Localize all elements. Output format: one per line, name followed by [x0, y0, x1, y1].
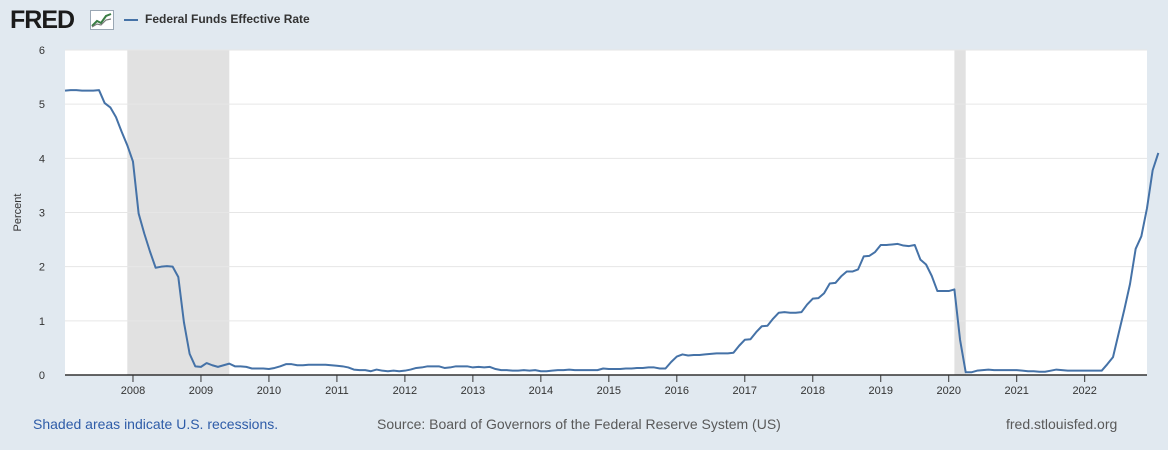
x-tick-label: 2019 [869, 385, 893, 397]
chart-line-icon [90, 10, 114, 30]
footer: Shaded areas indicate U.S. recessions. S… [0, 416, 1168, 436]
legend-series-label: Federal Funds Effective Rate [145, 12, 310, 26]
y-tick-label: 3 [39, 208, 45, 220]
fred-logo[interactable]: FRED [10, 6, 75, 34]
x-tick-label: 2010 [257, 385, 281, 397]
x-tick-label: 2016 [665, 385, 689, 397]
legend-line-marker [124, 19, 138, 21]
source-note: Source: Board of Governors of the Federa… [377, 416, 781, 432]
y-tick-label: 4 [39, 153, 45, 165]
recession-note-link[interactable]: Shaded areas indicate U.S. recessions. [33, 416, 279, 432]
y-tick-label: 5 [39, 99, 45, 111]
y-axis-label: Percent [12, 194, 24, 232]
x-tick-label: 2009 [189, 385, 213, 397]
line-chart[interactable]: 0 1 2 3 4 5 6 2008 2009 2010 2011 2012 2013 2014 2015… [0, 0, 1168, 410]
x-axis-ticks: 2008 2009 2010 2011 2012 2013 2014 2015 2016 2017… [121, 375, 1097, 397]
x-tick-label: 2015 [597, 385, 621, 397]
x-tick-label: 2017 [733, 385, 757, 397]
x-tick-label: 2022 [1072, 385, 1096, 397]
x-tick-label: 2008 [121, 385, 145, 397]
x-tick-label: 2021 [1004, 385, 1028, 397]
gridlines [65, 49, 1147, 322]
x-tick-label: 2013 [461, 385, 485, 397]
y-tick-label: 1 [39, 316, 45, 328]
x-tick-label: 2012 [393, 385, 417, 397]
y-tick-label: 6 [39, 45, 45, 57]
y-axis-ticks: 0 1 2 3 4 5 6 [39, 45, 45, 382]
x-tick-label: 2018 [801, 385, 825, 397]
x-tick-label: 2011 [325, 385, 349, 397]
series-line[interactable] [64, 89, 1160, 374]
x-tick-label: 2014 [529, 385, 553, 397]
y-tick-label: 2 [39, 262, 45, 274]
header: FRED Federal Funds Effective Rate [0, 0, 1168, 44]
x-tick-label: 2020 [936, 385, 960, 397]
site-url[interactable]: fred.stlouisfed.org [1006, 416, 1118, 432]
y-tick-label: 0 [39, 370, 45, 382]
